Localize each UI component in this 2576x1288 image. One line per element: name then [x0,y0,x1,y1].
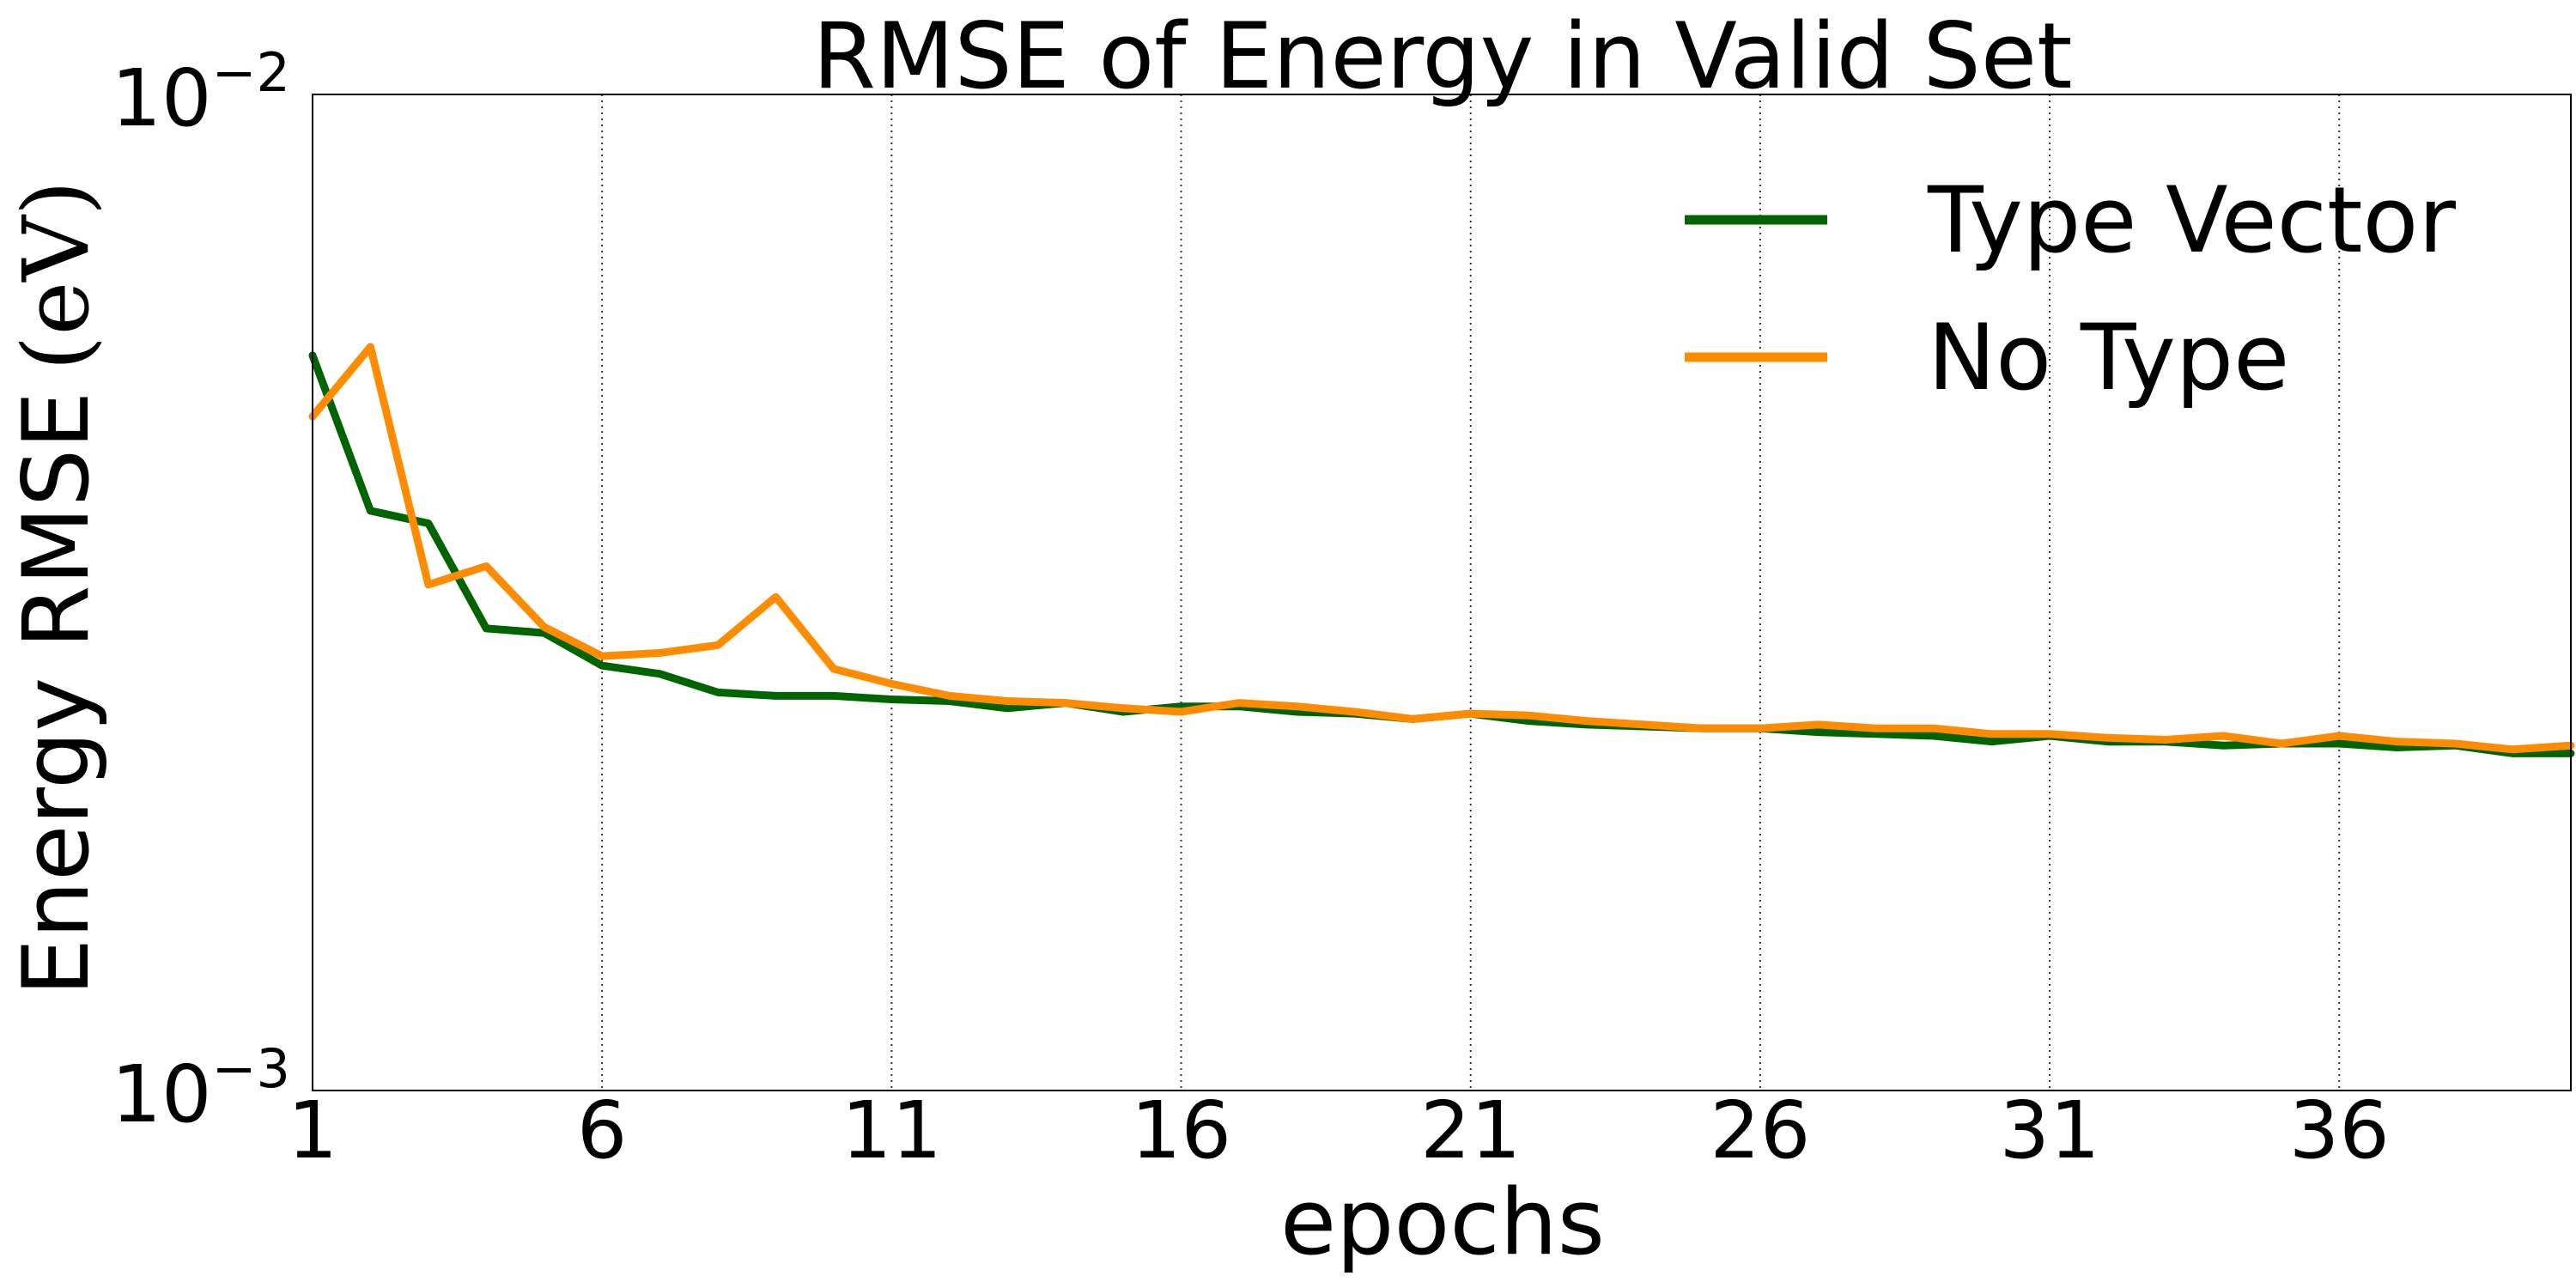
y-tick-label: 10−2 [112,41,290,144]
grid-lines [601,94,2341,1091]
series-line-no-type [308,343,2575,754]
y-axis-label-group: Energy RMSE (eV) [3,180,109,996]
x-tick-label: 36 [2289,1084,2390,1176]
y-axis-label-text: Energy RMSE [3,392,109,996]
legend: Type Vector No Type [1685,167,2456,410]
y-axis-ticks: 10−3 10−2 [112,41,290,1140]
x-axis-ticks: 1 6 11 16 21 26 31 36 [288,1084,2390,1176]
x-tick-label: 31 [2000,1084,2100,1176]
y-axis-label: Energy RMSE (eV) [3,180,109,996]
legend-label-no-type: No Type [1928,305,2289,410]
x-axis-label: epochs [1280,1170,1605,1275]
x-tick-label: 16 [1131,1084,1231,1176]
series-layer [308,343,2575,757]
y-axis-unit: (eV) [3,180,109,371]
chart-title: RMSE of Energy in Valid Set [812,3,2072,109]
series-line-type-vector [308,351,2575,757]
x-tick-label: 11 [841,1084,942,1176]
legend-label-type-vector: Type Vector [1927,167,2456,273]
x-tick-label: 6 [577,1084,628,1176]
x-tick-label: 26 [1710,1084,1810,1176]
plot-area [312,94,2572,1091]
x-tick-label: 1 [288,1084,338,1176]
y-tick-label: 10−3 [112,1037,290,1140]
x-tick-label: 21 [1420,1084,1521,1176]
